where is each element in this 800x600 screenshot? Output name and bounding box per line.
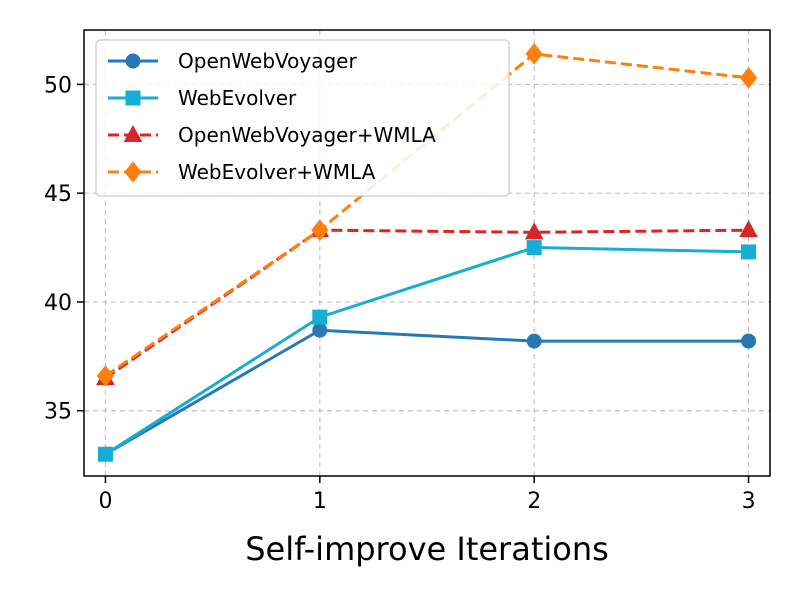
legend-marker <box>125 53 141 69</box>
data-point <box>96 365 115 387</box>
y-tick-label: 45 <box>44 182 72 207</box>
series-line <box>104 328 749 456</box>
legend-item: OpenWebVoyager <box>108 49 357 73</box>
data-point <box>311 219 329 241</box>
data-point <box>312 309 328 325</box>
legend-item: WebEvolver+WMLA <box>108 160 376 184</box>
y-tick-label: 50 <box>44 73 72 98</box>
series-line <box>104 228 749 380</box>
series-openwebvoyager <box>97 322 757 462</box>
legend-label: OpenWebVoyager+WMLA <box>178 123 436 147</box>
y-tick-label: 40 <box>44 291 72 316</box>
x-tick-label: 3 <box>742 489 756 514</box>
series-webevolver-wmla <box>96 43 758 387</box>
series-line <box>104 52 749 378</box>
legend-label: WebEvolver+WMLA <box>178 160 376 184</box>
legend-item: WebEvolver <box>108 86 297 110</box>
series-layer <box>96 43 758 462</box>
legend: OpenWebVoyager WebEvolver OpenWebVoyager+W… <box>95 39 510 197</box>
x-tick-label: 1 <box>313 489 327 514</box>
axis-ticks: 0 1 2 3 35 40 45 50 <box>44 73 756 514</box>
data-point <box>741 333 757 349</box>
data-point <box>526 333 542 349</box>
legend-marker <box>123 124 143 142</box>
series-line <box>104 246 749 456</box>
data-point <box>524 222 544 240</box>
data-point <box>739 67 758 89</box>
series-openwebvoyager-wmla <box>96 220 758 386</box>
legend-label: OpenWebVoyager <box>178 49 357 73</box>
legend-marker <box>125 90 141 106</box>
legend-label: WebEvolver <box>178 86 297 110</box>
x-tick-label: 2 <box>527 489 541 514</box>
x-axis-title: Self-improve Iterations <box>245 530 609 568</box>
plot-frame <box>83 29 771 477</box>
data-point <box>526 240 542 256</box>
legend-marker <box>124 161 142 183</box>
data-point <box>312 322 328 338</box>
data-point <box>739 220 758 238</box>
legend-item: OpenWebVoyager+WMLA <box>108 123 436 147</box>
data-point <box>97 446 113 462</box>
data-point <box>525 43 543 65</box>
y-tick-label: 35 <box>44 400 72 425</box>
x-tick-label: 0 <box>98 489 112 514</box>
legend-box <box>95 39 510 197</box>
data-point <box>741 244 757 260</box>
series-webevolver <box>97 240 757 462</box>
